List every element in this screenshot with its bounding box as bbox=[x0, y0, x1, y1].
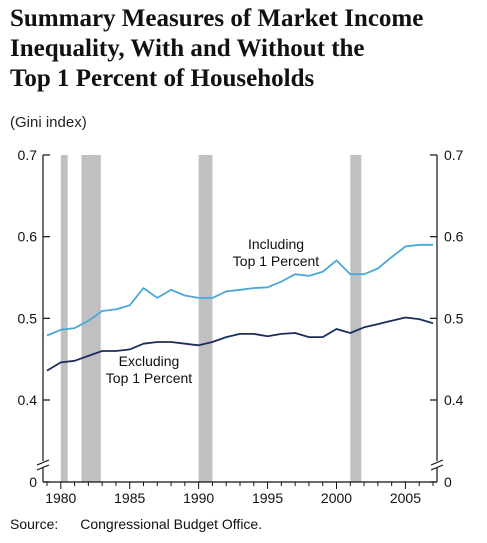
recession-bar-1 bbox=[60, 155, 68, 482]
series-label-excluding-line-1: Excluding bbox=[119, 353, 180, 369]
x-tick-label-1980: 1980 bbox=[45, 490, 76, 506]
axis-break-gap-1 bbox=[38, 461, 48, 468]
series-label-excluding-line-2: Top 1 Percent bbox=[106, 370, 192, 386]
series-line-excluding bbox=[46, 316, 434, 372]
x-tick-label-1990: 1990 bbox=[183, 490, 214, 506]
y-tick-label-right-0.5: 0.5 bbox=[444, 310, 464, 326]
y-tick-label-left-0: 0 bbox=[29, 474, 37, 490]
recession-bar-4 bbox=[350, 155, 362, 482]
y-tick-label-left-0.4: 0.4 bbox=[18, 392, 38, 408]
y-tick-label-right-0.4: 0.4 bbox=[444, 392, 464, 408]
y-tick-label-left-0.7: 0.7 bbox=[18, 147, 38, 163]
y-tick-label-right-0.7: 0.7 bbox=[444, 147, 464, 163]
y-tick-label-left-0.6: 0.6 bbox=[18, 229, 38, 245]
x-tick-label-2000: 2000 bbox=[321, 490, 352, 506]
series-label-including-line-1: Including bbox=[248, 236, 304, 252]
chart-title-line-2: Inequality, With and Without the bbox=[10, 35, 365, 62]
axis-break-mark-1 bbox=[36, 459, 50, 471]
series-label-including-line-2: Top 1 Percent bbox=[233, 253, 319, 269]
chart-title-line-3: Top 1 Percent of Households bbox=[10, 65, 315, 92]
axis-break-mark-2 bbox=[430, 459, 444, 471]
x-tick-label-1985: 1985 bbox=[114, 490, 145, 506]
x-tick-label-1995: 1995 bbox=[252, 490, 283, 506]
axis-break-gap-2 bbox=[432, 461, 442, 468]
chart-title-line-1: Summary Measures of Market Income bbox=[10, 5, 424, 32]
chart-title: Summary Measures of Market Income Inequa… bbox=[10, 4, 480, 94]
y-tick-label-left-0.5: 0.5 bbox=[18, 310, 38, 326]
source-note: Source: Congressional Budget Office. bbox=[10, 516, 262, 532]
y-tick-label-right-0.6: 0.6 bbox=[444, 229, 464, 245]
source-text: Congressional Budget Office. bbox=[80, 516, 263, 532]
y-tick-label-right-0: 0 bbox=[444, 474, 452, 490]
recession-bar-3 bbox=[198, 155, 213, 482]
x-tick-label-2005: 2005 bbox=[390, 490, 421, 506]
y-axis-unit-label: (Gini index) bbox=[10, 114, 87, 131]
source-label: Source: bbox=[10, 516, 59, 532]
